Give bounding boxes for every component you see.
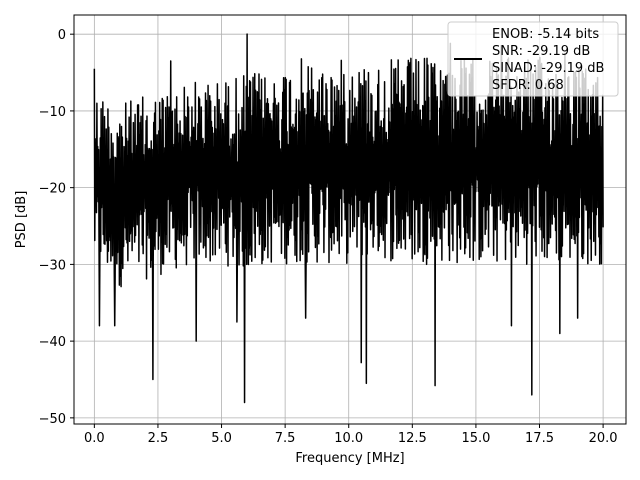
- x-tick-label: 10.0: [334, 431, 363, 446]
- y-tick-label: 0: [58, 28, 66, 43]
- legend-box: [447, 21, 619, 97]
- x-tick-label: 20.0: [589, 431, 618, 446]
- series-layer: [93, 33, 604, 404]
- x-tick-label: 7.5: [275, 431, 296, 446]
- x-tick-label: 15.0: [461, 431, 490, 446]
- legend-entry-snr: SNR: -29.19 dB: [492, 44, 590, 59]
- legend-entry-sfdr: SFDR: 0.68: [492, 78, 564, 93]
- psd-series-line: [93, 33, 604, 404]
- x-tick-label: 5.0: [211, 431, 232, 446]
- y-tick-label: −30: [39, 258, 66, 273]
- y-tick-label: −20: [39, 182, 66, 197]
- legend-entry-enob: ENOB: -5.14 bits: [492, 27, 599, 42]
- legend: ENOB: -5.14 bits SNR: -29.19 dB SINAD: -…: [447, 21, 619, 97]
- x-tick-label: 0.0: [84, 431, 105, 446]
- axes-frame: [73, 14, 627, 425]
- x-tick-label: 2.5: [148, 431, 169, 446]
- y-tick-label: −10: [39, 105, 66, 120]
- y-axis-label: PSD [dB]: [14, 191, 29, 249]
- x-axis-label: Frequency [MHz]: [295, 451, 404, 466]
- y-tick-label: −40: [39, 335, 66, 350]
- x-tick-label: 12.5: [398, 431, 427, 446]
- y-ticks: 0 −10 −20 −30 −40 −50: [39, 28, 74, 427]
- x-ticks: 0.0 2.5 5.0 7.5 10.0 12.5 15.0 17.5 20.0: [84, 424, 618, 446]
- legend-entry-sinad: SINAD: -29.19 dB: [492, 61, 604, 76]
- y-tick-label: −50: [39, 412, 66, 427]
- x-tick-label: 17.5: [525, 431, 554, 446]
